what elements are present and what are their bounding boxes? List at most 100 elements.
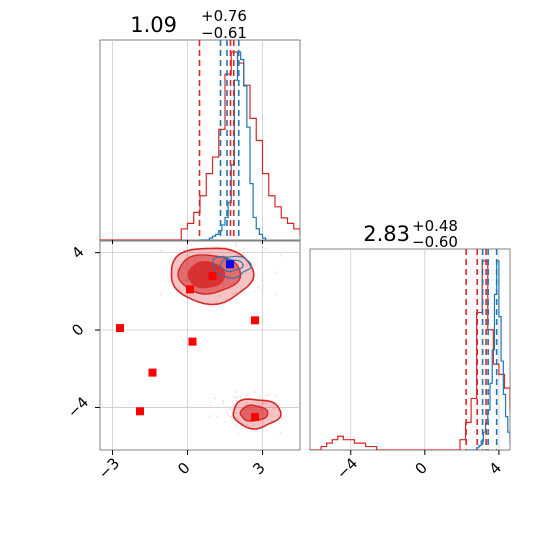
sample-point-168 <box>261 401 264 403</box>
hist-param-2-panel <box>309 248 511 451</box>
marker-red-2 <box>136 407 144 416</box>
sample-point-166 <box>230 415 233 418</box>
hist-param-2-frame <box>309 248 511 451</box>
marker-red-5 <box>208 271 217 280</box>
hist-param-2-red-series <box>310 260 510 450</box>
title-param-1-value: 1.09 <box>130 13 177 37</box>
contour-blue-outer <box>212 255 253 279</box>
x-tick-label-param-2-2: 4 <box>486 459 505 478</box>
sample-point-134 <box>263 402 265 405</box>
sample-point-195 <box>275 395 277 398</box>
sample-point-170 <box>213 397 216 400</box>
sample-point-31 <box>260 279 263 282</box>
contour-red-lower-inner <box>239 404 269 422</box>
sample-point-59 <box>234 292 237 294</box>
sample-point-152 <box>232 404 235 407</box>
title-param-2-plus: +0.48 <box>412 217 458 235</box>
x-tick-label-param-2-1: 0 <box>412 459 431 478</box>
marker-red-6 <box>251 316 259 325</box>
sample-point-104 <box>235 245 237 248</box>
sample-point-144 <box>233 396 236 398</box>
marker-red-1 <box>148 368 157 377</box>
x-tick-label-param-1-2: 3 <box>249 459 268 478</box>
sample-point-141 <box>235 411 238 414</box>
hist-param-1-panel <box>99 39 301 241</box>
sample-point-30 <box>234 242 237 245</box>
sample-point-23 <box>182 249 185 252</box>
sample-point-184 <box>237 406 240 409</box>
sample-point-149 <box>235 416 238 419</box>
sample-point-160 <box>245 423 248 426</box>
sample-point-43 <box>228 287 231 290</box>
sample-point-167 <box>270 420 273 422</box>
sample-point-158 <box>272 407 275 410</box>
sample-point-34 <box>243 248 246 250</box>
sample-point-194 <box>209 415 212 418</box>
sample-point-185 <box>229 408 232 411</box>
sample-point-172 <box>222 399 225 402</box>
sample-point-165 <box>246 394 248 397</box>
sample-point-148 <box>209 404 212 407</box>
title-param-2-minus: −0.60 <box>412 233 458 251</box>
marker-red-0 <box>116 324 124 333</box>
x-tick-label-param-2-0: −4 <box>333 454 361 482</box>
sample-point-86 <box>159 293 162 296</box>
sample-point-96 <box>260 288 263 291</box>
y-tick-label-param-2-2: 4 <box>68 243 87 262</box>
sample-point-60 <box>257 286 260 289</box>
sample-point-26 <box>274 271 276 274</box>
sample-point-63 <box>242 252 245 255</box>
y-tick-label-param-2-1: 0 <box>68 320 87 339</box>
marker-blue-0 <box>226 260 234 269</box>
sample-point-175 <box>236 396 239 399</box>
x-tick-label-param-1-1: 0 <box>174 459 193 478</box>
marker-red-7 <box>251 413 259 422</box>
marker-red-3 <box>188 337 197 346</box>
sample-point-161 <box>246 401 249 404</box>
hist-param-2-blue-series <box>465 260 510 450</box>
sample-point-78 <box>222 254 224 257</box>
sample-point-163 <box>226 411 229 414</box>
y-tick-label-param-2-0: −4 <box>64 393 92 421</box>
sample-point-128 <box>235 399 238 402</box>
sample-point-54 <box>237 256 240 259</box>
sample-point-130 <box>223 421 226 423</box>
sample-point-55 <box>189 294 192 297</box>
sample-point-187 <box>237 432 239 435</box>
sample-point-174 <box>244 403 247 406</box>
marker-red-4 <box>186 285 194 294</box>
sample-point-21 <box>159 249 162 252</box>
sample-point-155 <box>274 407 277 409</box>
sample-point-53 <box>259 242 262 245</box>
sample-point-189 <box>261 404 264 407</box>
sample-point-5 <box>215 300 218 303</box>
sample-point-47 <box>232 293 234 296</box>
sample-point-98 <box>275 293 278 296</box>
joint-panel <box>99 240 301 451</box>
sample-point-191 <box>216 415 219 418</box>
sample-point-193 <box>228 405 231 408</box>
x-tick-label-param-1-0: −3 <box>95 454 123 482</box>
contour-blue-inner <box>219 258 244 273</box>
sample-point-106 <box>264 248 267 250</box>
sample-point-131 <box>269 413 272 416</box>
sample-point-125 <box>227 415 230 417</box>
sample-point-69 <box>176 269 179 271</box>
sample-point-79 <box>279 254 282 257</box>
title-param-1-plus: +0.76 <box>201 7 247 25</box>
sample-point-199 <box>257 402 259 405</box>
sample-point-162 <box>222 402 224 405</box>
sample-point-196 <box>234 391 237 393</box>
sample-point-140 <box>266 393 269 396</box>
sample-point-32 <box>219 295 222 297</box>
sample-point-120 <box>252 424 255 427</box>
contour-red-upper-inner <box>187 261 226 289</box>
sample-point-126 <box>258 395 261 398</box>
sample-point-110 <box>245 272 247 275</box>
sample-point-192 <box>239 395 242 398</box>
title-param-2-value: 2.83 <box>363 222 410 246</box>
sample-point-66 <box>178 289 181 291</box>
hist-param-1-red-series <box>100 51 300 240</box>
sample-point-186 <box>237 417 240 420</box>
